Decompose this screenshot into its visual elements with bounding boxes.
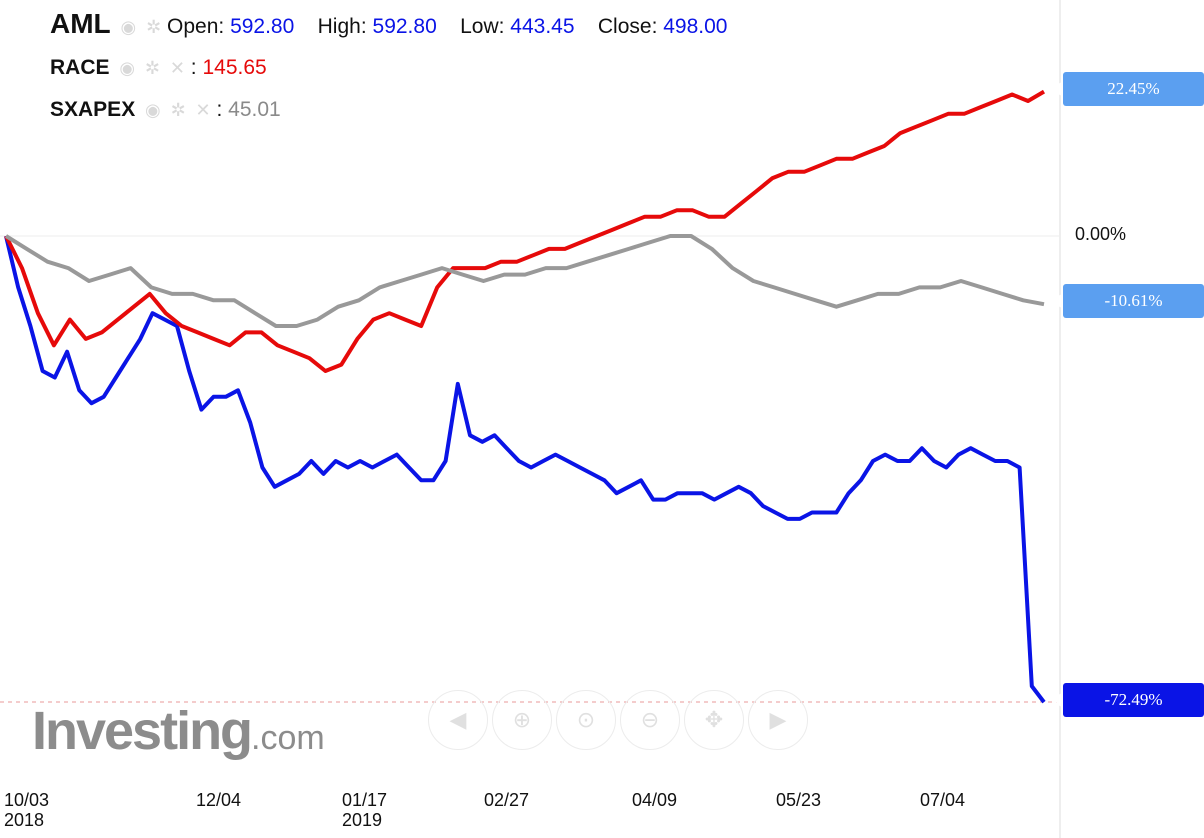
x-tick: 10/03 2018 [4,790,50,830]
zero-axis-label: 0.00% [1075,224,1127,244]
eye-icon[interactable]: ◉ [145,100,161,120]
close-icon[interactable]: ✕ [195,100,211,120]
sxapex-price-tag: -10.61% [1054,284,1204,318]
compare-value: 45.01 [228,98,281,121]
gear-icon[interactable]: ✲ [170,100,186,120]
race-tag-value: 22.45% [1107,79,1160,98]
close-icon[interactable]: ✕ [169,58,185,78]
compare-legend-race: RACE ◉ ✲ ✕ : 145.65 [50,56,267,80]
close-label: Close: [597,15,658,38]
investing-logo: Investing.com [32,700,325,762]
series-line-sxapex [4,234,1045,328]
zoom-out-icon[interactable]: ⊖ [620,690,680,750]
x-tick: 05/23 [776,790,822,810]
zoom-in-icon[interactable]: ⊕ [492,690,552,750]
main-legend-row: AML ◉ ✲ Open: 592.80 High: 592.80 Low: 4… [50,8,727,40]
aml-price-tag: -72.49% [1054,683,1204,717]
eye-icon[interactable]: ◉ [119,58,136,78]
close-value: 498.00 [663,15,728,38]
main-symbol: AML [50,8,111,39]
x-tick: 01/17 2019 [342,790,388,830]
high-value: 592.80 [372,15,437,38]
compare-legend-sxapex: SXAPEX ◉ ✲ ✕ : 45.01 [50,98,281,122]
race-price-tag: 22.45% [1054,72,1204,106]
series-line-race [4,89,1046,373]
nav-right-icon[interactable]: ▶ [748,690,808,750]
pan-icon[interactable]: ✥ [684,690,744,750]
series-line-aml [4,235,1046,704]
x-tick: 07/04 [920,790,966,810]
compare-value: 145.65 [202,56,267,79]
logo-suffix: .com [251,719,325,757]
gear-icon[interactable]: ✲ [144,58,161,78]
aml-tag-value: -72.49% [1104,690,1163,709]
series-layer [4,89,1046,704]
low-value: 443.45 [510,15,575,38]
low-label: Low: [460,15,505,38]
compare-symbol: RACE [50,56,110,79]
compare-symbol: SXAPEX [50,98,136,121]
zoom-reset-icon[interactable]: ⊙ [556,690,616,750]
x-tick: 02/27 [484,790,530,810]
sxapex-tag-value: -10.61% [1104,291,1163,310]
separator: : [216,98,223,121]
separator: : [190,56,197,79]
x-tick: 04/09 [632,790,678,810]
open-label: Open: [167,15,225,38]
chart-nav-controls: ◀ ⊕ ⊙ ⊖ ✥ ▶ [428,690,812,750]
nav-left-icon[interactable]: ◀ [428,690,488,750]
high-label: High: [317,15,367,38]
eye-icon[interactable]: ◉ [120,17,137,37]
open-value: 592.80 [230,15,295,38]
gear-icon[interactable]: ✲ [146,17,162,37]
logo-brand: Investing [32,701,253,761]
x-tick: 12/04 [196,790,242,810]
